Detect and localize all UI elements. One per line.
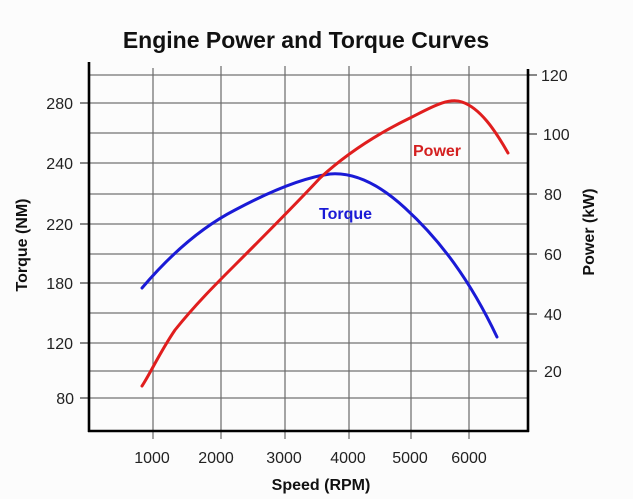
- left-axis-ticks: [80, 102, 89, 399]
- right-tick-label: 60: [544, 247, 562, 264]
- power-curve: [140, 99, 510, 388]
- left-y-axis-label: Torque (NM): [14, 198, 31, 291]
- right-tick-labels: 120 100 80 60 40 20: [541, 68, 570, 381]
- x-tick-label: 3000: [266, 450, 302, 467]
- right-tick-label: 100: [543, 127, 570, 144]
- right-tick-label: 120: [541, 68, 568, 85]
- right-y-axis-label: Power (kW): [581, 188, 598, 275]
- x-axis-label: Speed (RPM): [272, 477, 371, 494]
- x-tick-labels: 1000 2000 3000 4000 5000 6000: [134, 450, 487, 467]
- right-tick-label: 20: [544, 364, 562, 381]
- right-tick-label: 40: [544, 307, 562, 324]
- left-tick-label: 120: [46, 336, 73, 353]
- chart-title: Engine Power and Torque Curves: [123, 27, 489, 53]
- x-tick-label: 2000: [198, 450, 234, 467]
- power-series-label: Power: [413, 143, 461, 160]
- x-tick-label: 6000: [451, 450, 487, 467]
- horizontal-gridlines: [89, 74, 530, 399]
- right-tick-label: 80: [544, 187, 562, 204]
- left-tick-label: 180: [46, 276, 73, 293]
- left-tick-label: 80: [56, 391, 74, 408]
- left-tick-labels: 280 240 220 180 120 80: [46, 96, 74, 408]
- axes-frame: [87, 62, 530, 433]
- vertical-gridlines: [152, 66, 470, 439]
- right-axis-ticks: [528, 74, 537, 372]
- left-tick-label: 280: [46, 96, 73, 113]
- torque-series-label: Torque: [319, 206, 372, 223]
- x-tick-label: 1000: [134, 450, 170, 467]
- x-tick-label: 5000: [392, 450, 428, 467]
- torque-curve: [140, 172, 499, 339]
- x-tick-label: 4000: [330, 450, 366, 467]
- left-tick-label: 240: [46, 156, 73, 173]
- left-tick-label: 220: [46, 217, 73, 234]
